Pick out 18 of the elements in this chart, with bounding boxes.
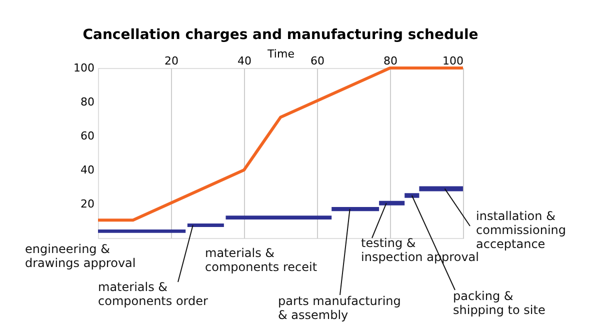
x-axis-title: Time (266, 48, 295, 60)
annotation: installation & commissioning acceptance (476, 209, 566, 251)
annotation: materials & components order (98, 280, 208, 308)
y-tick-label: 20 (80, 198, 94, 210)
annotation: packing & shipping to site (453, 289, 546, 317)
x-tick-label: 100 (442, 54, 464, 68)
annotation: parts manufacturing & assembly (278, 294, 401, 322)
x-tick-label: 40 (238, 54, 252, 68)
x-tick-label: 20 (164, 54, 178, 68)
x-tick-label: 80 (384, 54, 398, 68)
y-tick-label: 60 (80, 130, 94, 142)
text: engineering & drawings approval (25, 242, 136, 270)
y-tick-label: 80 (80, 96, 94, 108)
line-series (96, 66, 464, 222)
chart-title: Cancellation charges and manufacturing schedule (82, 27, 478, 43)
y-tick-label: 40 (80, 164, 94, 176)
x-tick-label: 60 (310, 54, 324, 68)
text: materials & components receit (205, 246, 318, 274)
